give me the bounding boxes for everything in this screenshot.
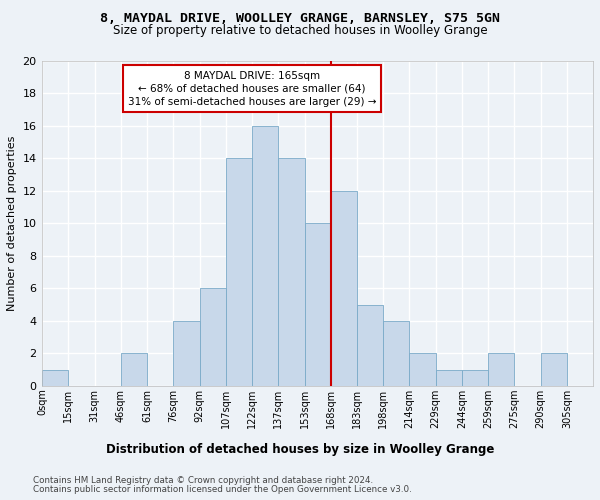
Bar — [541, 354, 567, 386]
Bar — [278, 158, 305, 386]
Bar — [357, 304, 383, 386]
Bar — [226, 158, 252, 386]
Bar — [173, 321, 200, 386]
Bar — [462, 370, 488, 386]
Y-axis label: Number of detached properties: Number of detached properties — [7, 136, 17, 311]
Text: 8, MAYDAL DRIVE, WOOLLEY GRANGE, BARNSLEY, S75 5GN: 8, MAYDAL DRIVE, WOOLLEY GRANGE, BARNSLE… — [100, 12, 500, 26]
Text: Distribution of detached houses by size in Woolley Grange: Distribution of detached houses by size … — [106, 442, 494, 456]
Bar — [488, 354, 514, 386]
Bar — [409, 354, 436, 386]
Text: 8 MAYDAL DRIVE: 165sqm
← 68% of detached houses are smaller (64)
31% of semi-det: 8 MAYDAL DRIVE: 165sqm ← 68% of detached… — [128, 70, 376, 107]
Bar — [331, 191, 357, 386]
Text: Contains public sector information licensed under the Open Government Licence v3: Contains public sector information licen… — [33, 485, 412, 494]
Bar — [252, 126, 278, 386]
Bar — [383, 321, 409, 386]
Bar — [121, 354, 147, 386]
Bar — [200, 288, 226, 386]
Bar — [305, 224, 331, 386]
Text: Contains HM Land Registry data © Crown copyright and database right 2024.: Contains HM Land Registry data © Crown c… — [33, 476, 373, 485]
Bar — [436, 370, 462, 386]
Bar — [42, 370, 68, 386]
Text: Size of property relative to detached houses in Woolley Grange: Size of property relative to detached ho… — [113, 24, 487, 37]
